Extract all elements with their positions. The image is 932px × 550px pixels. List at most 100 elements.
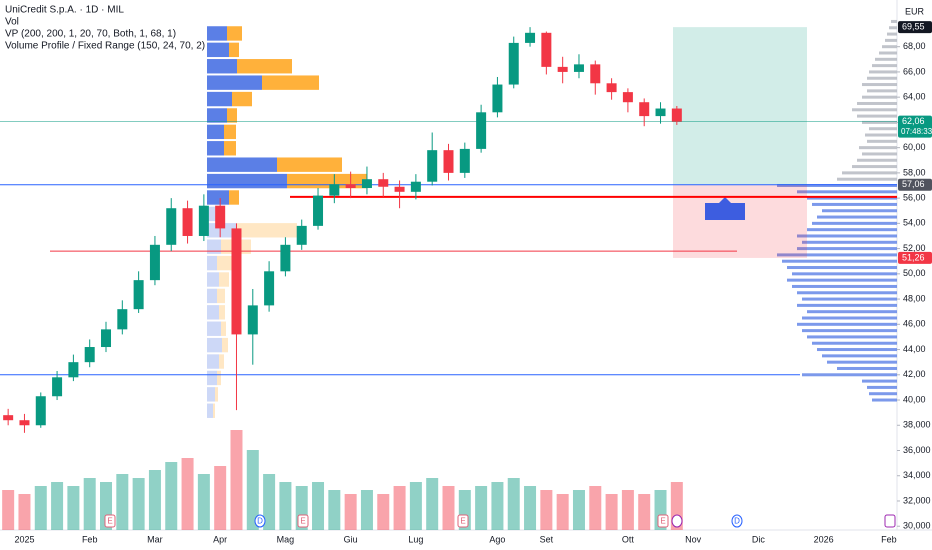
candle-body (622, 92, 633, 103)
profile-up (207, 75, 262, 90)
candle-body (198, 205, 209, 236)
profile-down (219, 354, 224, 369)
volume-bar (132, 478, 145, 530)
candle-body (590, 64, 601, 84)
x-tick-label: 2025 (14, 534, 34, 544)
candle-body (459, 148, 470, 173)
volume-bar (197, 474, 210, 530)
volume-bar (148, 470, 161, 530)
profile-up (207, 239, 221, 254)
volume-profile-row (827, 360, 897, 364)
volume-bar (475, 486, 488, 530)
volume-bar (589, 486, 602, 530)
event-marker (671, 514, 683, 528)
volume-bar (230, 430, 243, 530)
volume-profile-row (817, 348, 897, 352)
profile-up (207, 321, 221, 336)
volume-bar (442, 486, 455, 530)
volume-profile-row (807, 196, 897, 200)
y-tick-label: 60,00 (903, 142, 926, 152)
volume-profile-row (862, 152, 897, 156)
y-tick-label: 58,00 (903, 167, 926, 177)
profile-down (227, 26, 242, 41)
candle-body (492, 84, 503, 113)
profile-up (207, 305, 219, 320)
candle-body (508, 42, 519, 85)
profile-up (207, 173, 287, 189)
candle-body (361, 179, 372, 189)
volume-profile-row (875, 57, 897, 61)
profile-up (207, 108, 227, 123)
currency: EUR (905, 6, 925, 16)
volume-profile-row (797, 291, 897, 295)
candle-body (231, 228, 242, 335)
volume-profile-row (802, 240, 897, 244)
volume-bar (2, 490, 15, 530)
profile-up (207, 124, 224, 140)
candle-body (606, 83, 617, 93)
position-pointer (719, 197, 731, 203)
profile-up (207, 206, 217, 222)
volume-bar (116, 474, 129, 530)
volume-bar (507, 478, 520, 530)
volume-profile-row (862, 95, 897, 99)
candle-body (3, 415, 14, 421)
indicator-label: VP (200, 200, 1, 20, 70, Both, 1, 68, 1) (5, 29, 176, 40)
profile-down (222, 337, 228, 353)
candle-body (639, 102, 650, 117)
volume-profile-row (859, 146, 897, 150)
volume-bar (426, 478, 439, 530)
price-label: 69,55 (902, 22, 925, 32)
volume-profile-row (862, 120, 897, 124)
candle-body (247, 305, 258, 335)
y-tick-label: 42,00 (903, 369, 926, 379)
volume-profile-row (797, 303, 897, 307)
candle-body (52, 377, 63, 397)
volume-profile-row (865, 133, 897, 137)
volume-profile-row (822, 209, 897, 213)
volume-profile-row (797, 322, 897, 326)
event-marker (884, 514, 896, 528)
candle-body (443, 150, 454, 173)
volume-profile-row (872, 64, 897, 68)
volume-profile-row (802, 329, 897, 333)
x-tick-label: Nov (685, 534, 702, 544)
volume-profile-row (807, 228, 897, 232)
volume-profile-row (852, 165, 897, 169)
profile-up (207, 59, 237, 74)
volume-bar (540, 490, 553, 530)
candle-body (655, 108, 666, 117)
profile-up (207, 42, 229, 58)
candle-body (166, 208, 177, 245)
volume-bar (638, 494, 651, 530)
candle-body (525, 32, 536, 43)
volume-profile-row (807, 335, 897, 339)
candle-body (280, 244, 291, 272)
volume-bar (312, 482, 325, 530)
event-label: D (734, 517, 740, 526)
x-tick-label: Mar (147, 534, 163, 544)
y-tick-label: 30,000 (903, 521, 931, 531)
event-label: E (107, 517, 112, 526)
event-marker (657, 514, 669, 528)
volume-profile-row (777, 184, 897, 187)
volume-profile-row (837, 177, 897, 181)
x-tick-label: Feb (82, 534, 98, 544)
y-tick-label: 38,000 (903, 420, 931, 430)
event-marker (297, 514, 309, 528)
volume-bar (524, 486, 537, 530)
volume-profile-row (891, 19, 897, 23)
profile-down (217, 255, 232, 271)
profile-up (207, 403, 213, 418)
profile-down (217, 370, 221, 386)
profile-down (232, 91, 252, 107)
profile-up (207, 91, 232, 107)
indicator-label: Vol (5, 17, 19, 28)
y-tick-label: 64,00 (903, 92, 926, 102)
volume-profile-row (869, 127, 897, 131)
volume-profile-row (852, 108, 897, 112)
candle-body (68, 362, 79, 378)
candle-body (329, 184, 340, 196)
volume-bar (263, 474, 276, 530)
volume-bar (34, 486, 47, 530)
